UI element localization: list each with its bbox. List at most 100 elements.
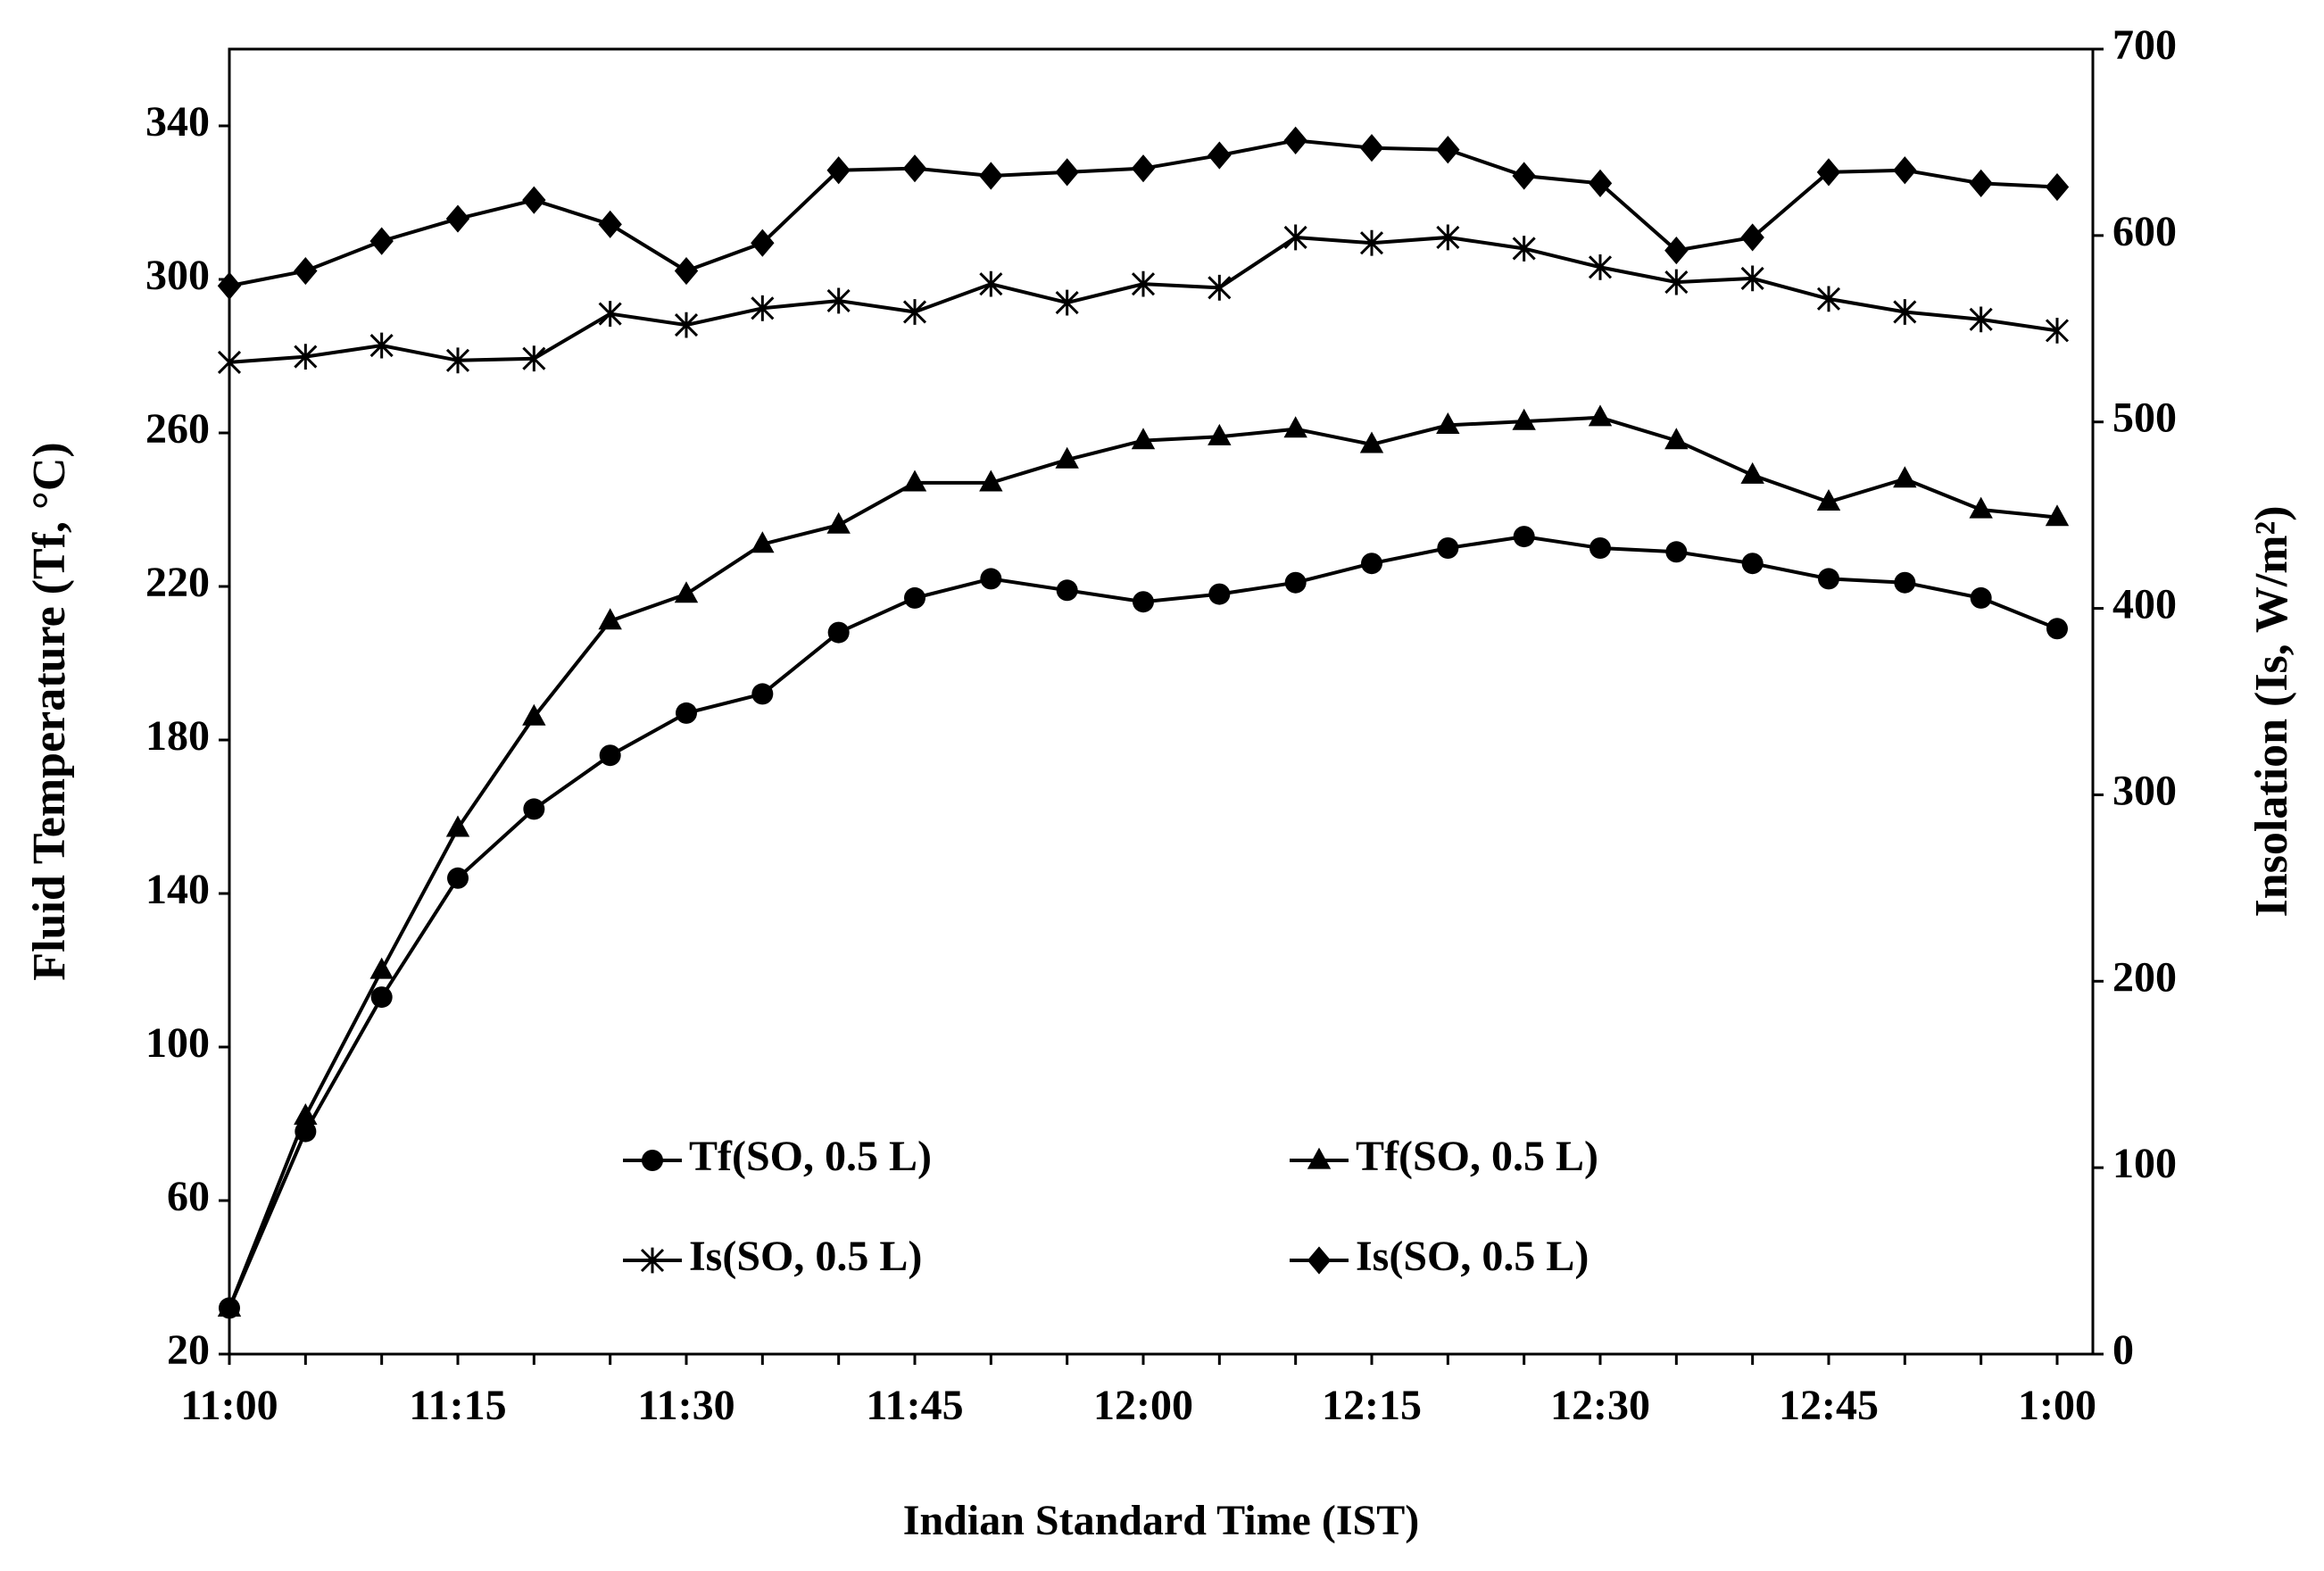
marker — [1359, 134, 1384, 162]
marker — [1359, 229, 1384, 256]
marker — [369, 332, 394, 359]
y2-tick-label: 500 — [2112, 395, 2177, 442]
marker — [217, 349, 242, 376]
y2-tick-label: 0 — [2112, 1326, 2134, 1374]
marker — [1283, 416, 1307, 438]
marker — [826, 156, 851, 185]
x-tick-label: 11:00 — [180, 1382, 278, 1429]
marker — [1056, 579, 1078, 602]
marker — [598, 301, 622, 327]
marker — [217, 271, 242, 300]
marker — [1131, 154, 1156, 183]
x-tick-label: 12:45 — [1779, 1382, 1879, 1429]
marker — [1055, 158, 1079, 187]
marker — [294, 1103, 318, 1125]
marker — [445, 815, 470, 837]
y-tick-label: 20 — [167, 1326, 210, 1374]
marker — [979, 270, 1003, 297]
marker — [2045, 172, 2070, 202]
marker — [294, 344, 318, 370]
marker — [598, 608, 622, 630]
marker — [1436, 224, 1460, 251]
y-tick-label: 140 — [145, 866, 210, 913]
marker — [826, 287, 851, 314]
marker — [1055, 446, 1079, 469]
marker — [2045, 317, 2070, 344]
x-axis-title: Indian Standard Time (IST) — [903, 1497, 1419, 1544]
marker — [1131, 428, 1156, 450]
x-tick-label: 12:15 — [1322, 1382, 1422, 1429]
marker — [1816, 286, 1841, 312]
marker — [1816, 158, 1841, 187]
marker — [1740, 265, 1764, 292]
marker — [979, 162, 1003, 190]
x-tick-label: 12:30 — [1550, 1382, 1650, 1429]
y2-tick-label: 600 — [2112, 208, 2177, 255]
marker — [1436, 136, 1460, 164]
marker — [1588, 169, 1613, 197]
marker — [522, 703, 546, 726]
marker — [1284, 571, 1307, 594]
marker — [1664, 428, 1689, 450]
marker — [1208, 274, 1232, 301]
y-tick-label: 100 — [145, 1019, 210, 1067]
y-axis-title: Fluid Temperature (Tf, °C) — [24, 442, 75, 980]
marker — [1665, 541, 1688, 563]
marker — [826, 511, 851, 534]
marker — [1741, 553, 1764, 575]
marker — [370, 986, 393, 1009]
y-tick-label: 340 — [145, 98, 210, 145]
marker — [369, 957, 394, 979]
marker — [902, 154, 927, 183]
marker — [980, 568, 1002, 590]
y2-tick-label: 100 — [2112, 1140, 2177, 1187]
marker — [902, 470, 927, 492]
marker — [640, 1247, 665, 1274]
legend-label: Is(SO, 0.5 L) — [689, 1233, 922, 1280]
y-tick-label: 260 — [145, 405, 210, 453]
marker — [2046, 618, 2068, 640]
series-line — [228, 415, 2058, 1309]
marker — [1436, 412, 1460, 434]
marker — [1283, 224, 1307, 251]
marker — [1893, 466, 1917, 488]
marker — [1893, 156, 1917, 185]
y2-tick-label: 200 — [2112, 953, 2177, 1001]
marker — [599, 744, 621, 767]
marker — [1894, 571, 1916, 594]
marker — [1359, 431, 1384, 453]
marker — [1208, 141, 1232, 170]
marker — [674, 256, 699, 286]
marker — [1664, 236, 1689, 265]
marker — [751, 531, 775, 553]
legend-label: Tf(SO, 0.5 L) — [1356, 1133, 1598, 1180]
marker — [1133, 591, 1154, 613]
marker — [1512, 408, 1536, 430]
series-line — [228, 235, 2058, 364]
marker — [1208, 423, 1232, 445]
marker — [1740, 461, 1764, 484]
marker — [1361, 553, 1382, 575]
marker — [1969, 306, 1993, 333]
marker — [217, 1295, 242, 1317]
marker — [598, 210, 622, 238]
marker — [1437, 537, 1459, 559]
marker — [447, 867, 469, 889]
marker — [1969, 169, 1993, 197]
series-line — [228, 535, 2058, 1309]
marker — [674, 581, 699, 603]
y2-axis-title: Insolation (Is, W/m²) — [2246, 505, 2297, 917]
marker — [1208, 583, 1231, 605]
marker — [902, 299, 927, 325]
marker — [1664, 269, 1689, 295]
plot-frame — [228, 47, 2095, 1356]
y-tick-label: 220 — [145, 559, 210, 606]
marker — [1512, 236, 1536, 262]
marker — [523, 798, 545, 820]
marker — [294, 256, 318, 286]
marker — [1307, 1246, 1332, 1275]
marker — [751, 683, 774, 705]
y2-tick-label: 700 — [2112, 21, 2177, 69]
x-tick-label: 12:00 — [1093, 1382, 1193, 1429]
